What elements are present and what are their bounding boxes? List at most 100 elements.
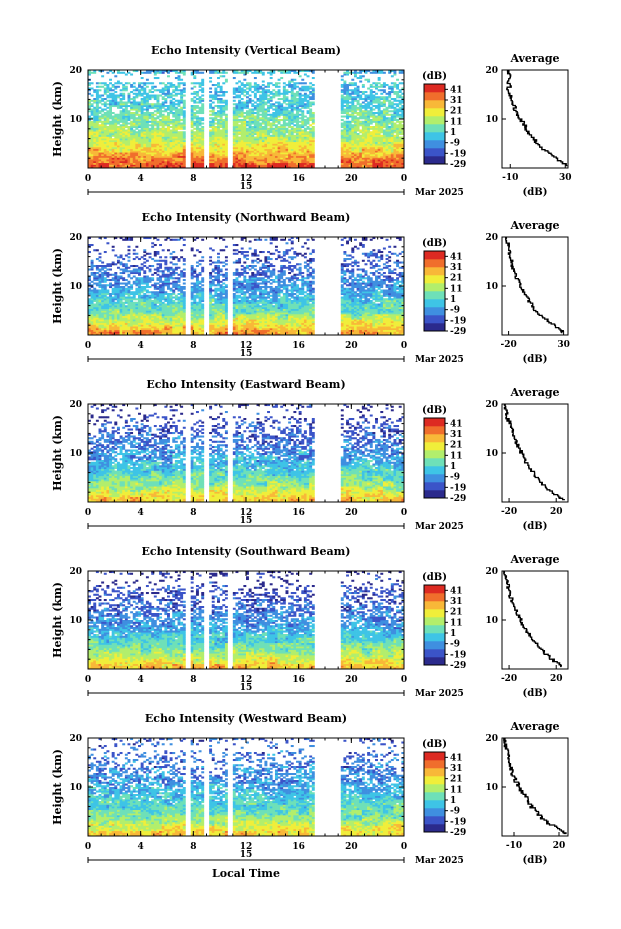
heatmap-cell xyxy=(199,137,202,139)
heatmap-cell xyxy=(351,103,354,105)
heatmap-cell xyxy=(349,126,352,128)
heatmap-cell xyxy=(291,154,294,156)
heatmap-cell xyxy=(167,147,170,149)
heatmap-cell xyxy=(112,140,115,142)
heatmap-cell xyxy=(125,86,128,88)
heatmap-cell xyxy=(212,114,215,116)
heatmap-cell xyxy=(93,112,96,114)
heatmap-cell xyxy=(151,158,154,160)
heatmap-cell xyxy=(212,128,215,130)
heatmap-cell xyxy=(354,165,357,167)
heatmap-cell xyxy=(272,161,275,163)
heatmap-cell xyxy=(296,144,299,146)
heatmap-cell xyxy=(264,114,267,116)
heatmap-cell xyxy=(201,149,204,151)
heatmap-cell xyxy=(214,72,217,74)
heatmap-cell xyxy=(238,100,241,102)
heatmap-cell xyxy=(296,95,299,97)
heatmap-cell xyxy=(386,165,389,167)
heatmap-cell xyxy=(251,135,254,137)
heatmap-cell xyxy=(214,105,217,107)
heatmap-cell xyxy=(375,130,378,132)
heatmap-cell xyxy=(267,163,270,165)
heatmap-cell xyxy=(101,117,104,119)
heatmap-cell xyxy=(370,89,373,91)
heatmap-cell xyxy=(133,138,136,140)
heatmap-cell xyxy=(143,144,146,146)
heatmap-cell xyxy=(362,75,365,77)
heatmap-cell xyxy=(212,142,215,144)
heatmap-cell xyxy=(172,159,175,161)
heatmap-cell xyxy=(386,112,389,114)
heatmap-cell xyxy=(101,145,104,147)
heatmap-cell xyxy=(106,72,109,74)
heatmap-cell xyxy=(270,147,273,149)
heatmap-cell xyxy=(122,158,125,160)
heatmap-cell xyxy=(93,314,96,316)
heatmap-cell xyxy=(380,154,383,156)
heatmap-cell xyxy=(278,103,281,105)
heatmap-cell xyxy=(170,163,173,165)
heatmap-cell xyxy=(367,163,370,165)
heatmap-cell xyxy=(125,112,128,114)
heatmap-cell xyxy=(154,147,157,149)
heatmap-cell xyxy=(291,95,294,97)
heatmap-cell xyxy=(243,126,246,128)
heatmap-cell xyxy=(383,131,386,133)
heatmap-cell xyxy=(399,138,402,140)
heatmap-cell xyxy=(151,156,154,158)
heatmap-cell xyxy=(146,151,149,153)
heatmap-cell xyxy=(354,135,357,137)
heatmap-cell xyxy=(286,145,289,147)
heatmap-cell xyxy=(275,149,278,151)
heatmap-cell xyxy=(370,133,373,135)
heatmap-cell xyxy=(351,79,354,81)
heatmap-cell xyxy=(143,156,146,158)
heatmap-cell xyxy=(212,123,215,125)
heatmap-cell xyxy=(225,126,228,128)
heatmap-cell xyxy=(346,84,349,86)
heatmap-cell xyxy=(370,163,373,165)
heatmap-cell xyxy=(262,98,265,100)
heatmap-cell xyxy=(209,163,212,165)
heatmap-cell xyxy=(222,128,225,130)
heatmap-cell xyxy=(304,88,307,90)
colorbar-swatch xyxy=(424,100,445,108)
heatmap-cell xyxy=(96,96,99,98)
heatmap-cell xyxy=(159,82,162,84)
heatmap-cell xyxy=(286,151,289,153)
heatmap-cell xyxy=(201,133,204,135)
heatmap-cell xyxy=(167,133,170,135)
heatmap-cell xyxy=(114,88,117,90)
heatmap-cell xyxy=(104,279,107,281)
heatmap-cell xyxy=(146,107,149,109)
heatmap-cell xyxy=(307,105,310,107)
heatmap-cell xyxy=(375,144,378,146)
heatmap-cell xyxy=(304,82,307,84)
heatmap-cell xyxy=(178,102,181,104)
heatmap-cell xyxy=(122,116,125,118)
heatmap-cell xyxy=(312,133,315,135)
heatmap-cell xyxy=(393,137,396,139)
heatmap-cell xyxy=(278,142,281,144)
heatmap-cell xyxy=(154,152,157,154)
heatmap-cell xyxy=(235,103,238,105)
heatmap-cell xyxy=(138,110,141,112)
heatmap-cell xyxy=(288,105,291,107)
heatmap-cell xyxy=(91,144,94,146)
heatmap-cell xyxy=(307,158,310,160)
heatmap-cell xyxy=(225,135,228,137)
heatmap-cell xyxy=(370,128,373,130)
heatmap-cell xyxy=(93,126,96,128)
heatmap-cell xyxy=(128,82,131,84)
heatmap-cell xyxy=(162,156,165,158)
heatmap-cell xyxy=(264,154,267,156)
heatmap-cell xyxy=(117,159,120,161)
heatmap-cell xyxy=(283,110,286,112)
heatmap-cell xyxy=(307,96,310,98)
heatmap-cell xyxy=(201,126,204,128)
heatmap-cell xyxy=(196,93,199,95)
heatmap-cell xyxy=(307,107,310,109)
heatmap-cell xyxy=(307,151,310,153)
heatmap-cell xyxy=(275,152,278,154)
